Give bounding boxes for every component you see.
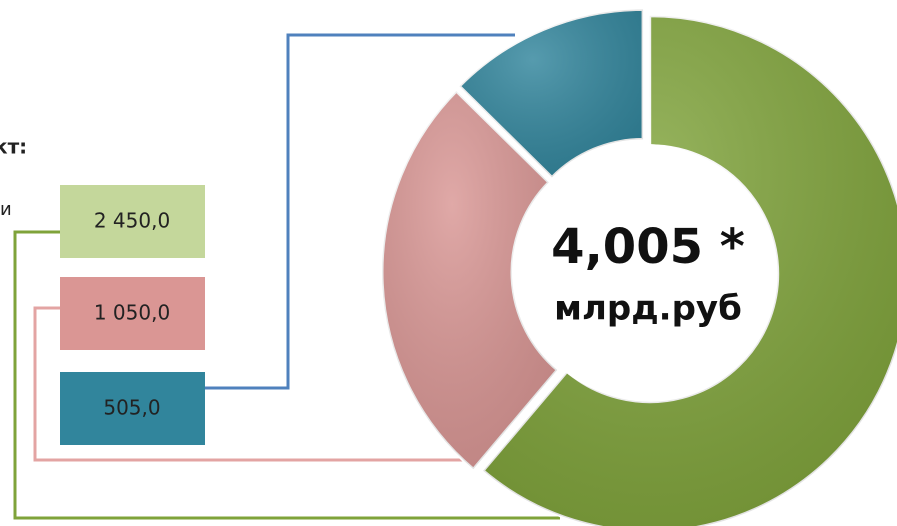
value-label: 505,0 <box>103 396 160 420</box>
value-label: 1 050,0 <box>94 301 170 325</box>
slice-shade <box>459 9 644 178</box>
center-unit: млрд.руб <box>554 289 742 329</box>
slice-shade <box>483 15 897 526</box>
connectors <box>13 33 560 520</box>
center-value: 4,005 * <box>551 219 745 275</box>
donut-hole <box>517 144 773 400</box>
annotation: кт: <box>0 135 27 159</box>
annotation: и <box>0 199 12 220</box>
connector <box>205 33 515 390</box>
value-box <box>60 185 205 258</box>
slice-shade <box>382 91 558 470</box>
value-label: 2 450,0 <box>94 209 170 233</box>
connector <box>33 306 475 462</box>
value-box <box>60 277 205 350</box>
value-box <box>60 372 205 445</box>
connector <box>13 230 560 520</box>
